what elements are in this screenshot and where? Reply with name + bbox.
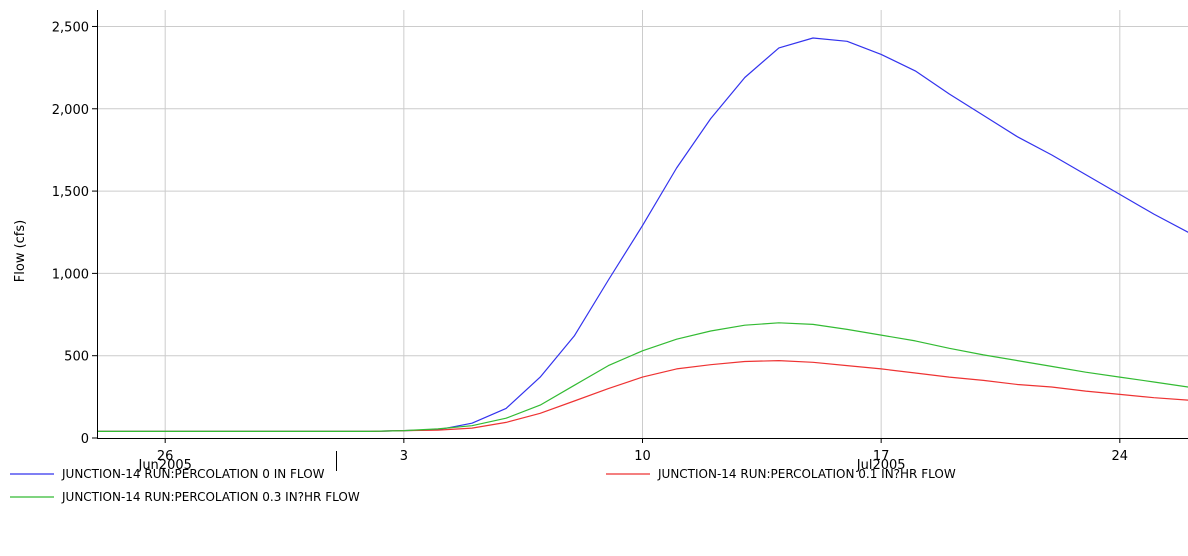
y-tick-label: 0: [81, 432, 89, 447]
plot-area: 05001,0001,5002,0002,5002631017243171421…: [52, 10, 1188, 473]
series-line-0: [97, 37, 1188, 432]
series-lines: [97, 37, 1188, 432]
legend: JUNCTION-14 RUN:PERCOLATION 0 IN FLOW JUN…: [10, 467, 956, 504]
x-tick-label: 17: [873, 449, 890, 464]
x-tick-label: 24: [1112, 449, 1129, 464]
legend-label-0: JUNCTION-14 RUN:PERCOLATION 0 IN FLOW: [61, 467, 325, 481]
axes: 05001,0001,5002,0002,5002631017243171421…: [52, 10, 1188, 473]
gridlines: [97, 10, 1188, 438]
x-tick-label: 3: [400, 449, 408, 464]
y-tick-label: 1,000: [52, 267, 89, 282]
x-month-label: Jun2005: [137, 458, 191, 473]
x-tick-label: 10: [634, 449, 651, 464]
x-month-label: Jul2005: [856, 458, 906, 473]
y-axis-title: Flow (cfs): [13, 220, 28, 282]
series-line-1: [97, 360, 1188, 432]
series-line-2: [97, 322, 1188, 432]
legend-label-2: JUNCTION-14 RUN:PERCOLATION 0.3 IN?HR FL…: [61, 490, 360, 504]
y-tick-label: 2,500: [52, 20, 89, 35]
y-tick-label: 500: [64, 350, 89, 365]
legend-label-1: JUNCTION-14 RUN:PERCOLATION 0.1 IN?HR FL…: [657, 467, 956, 481]
x-tick-label: 26: [157, 449, 174, 464]
y-tick-label: 1,500: [52, 185, 89, 200]
y-tick-label: 2,000: [52, 103, 89, 118]
